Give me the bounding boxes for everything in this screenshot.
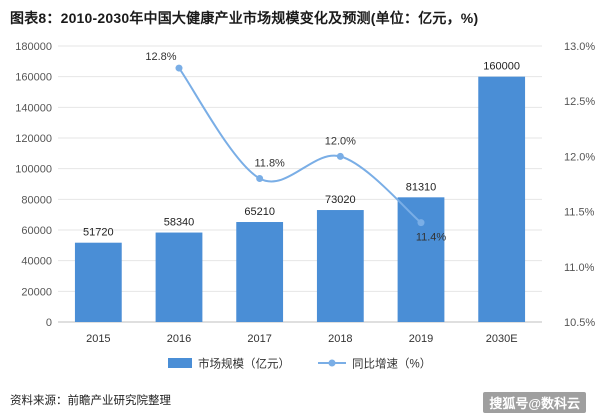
growth-value-label: 11.8% [254,157,285,169]
right-tick-label: 12.5% [564,96,595,108]
right-tick-label: 13.0% [564,41,595,53]
left-tick-label: 120000 [15,133,52,145]
growth-line [178,67,422,224]
growth-point [336,152,344,160]
bar-value-label: 51720 [83,227,114,239]
left-tick-label: 40000 [21,256,52,268]
bar-value-label: 58340 [164,217,195,229]
growth-point [175,64,183,72]
right-tick-label: 10.5% [564,317,595,329]
legend-line-label: 同比增速（%） [352,357,431,371]
x-tick-label: 2019 [409,333,433,345]
growth-point [417,219,425,227]
chart-title: 图表8：2010-2030年中国大健康产业市场规模变化及预测(单位：亿元，%) [10,10,479,26]
bar [316,210,364,322]
bar [155,232,203,322]
source-note: 资料来源：前瞻产业研究院整理 [10,395,171,407]
left-tick-label: 100000 [15,164,52,176]
watermark: 搜狐号@数科云 [483,392,586,413]
x-tick-label: 2030E [486,333,518,345]
x-tick-label: 2017 [247,333,271,345]
left-tick-label: 140000 [15,102,52,114]
bar-value-label: 73020 [325,194,356,206]
bar-value-label: 81310 [406,181,437,193]
bar-series [74,76,526,323]
bar-value-labels: 51720 58340 65210 73020 81310 160000 [83,61,520,239]
legend: 市场规模（亿元） 同比增速（%） [168,357,431,371]
left-tick-label: 20000 [21,286,52,298]
left-axis-ticks: 0 20000 40000 60000 80000 100000 120000 140000 1… [15,41,52,329]
x-tick-label: 2016 [167,333,191,345]
x-tick-label: 2015 [86,333,110,345]
right-tick-label: 11.0% [564,262,595,274]
bar [74,242,122,322]
right-tick-label: 11.5% [564,207,595,219]
left-tick-label: 80000 [21,194,52,206]
x-axis-ticks: 2015 2016 2017 2018 2019 2030E [86,333,517,345]
x-tick-label: 2018 [328,333,352,345]
growth-value-label: 11.4% [416,232,447,244]
left-tick-label: 180000 [15,41,52,53]
grid-lines [58,45,542,323]
left-tick-label: 60000 [21,225,52,237]
growth-value-label: 12.0% [325,135,356,147]
growth-point [256,174,264,182]
bar [397,197,445,322]
right-tick-label: 12.0% [564,151,595,163]
bar [478,76,526,323]
legend-bar-swatch [168,358,192,368]
growth-line-series: 12.8% 11.8% 12.0% 11.4% [145,51,446,244]
right-axis-ticks: 10.5% 11.0% 11.5% 12.0% 12.5% 13.0% [564,41,595,329]
growth-value-label: 12.8% [145,51,176,63]
legend-line-marker [328,359,336,367]
bar-value-label: 160000 [483,61,520,73]
left-tick-label: 0 [46,317,52,329]
legend-bar-label: 市场规模（亿元） [198,357,290,371]
bar-value-label: 65210 [244,206,275,218]
bar [236,222,284,322]
left-tick-label: 160000 [15,72,52,84]
chart-area: 0 20000 40000 60000 80000 100000 120000 140000 1… [15,41,595,371]
